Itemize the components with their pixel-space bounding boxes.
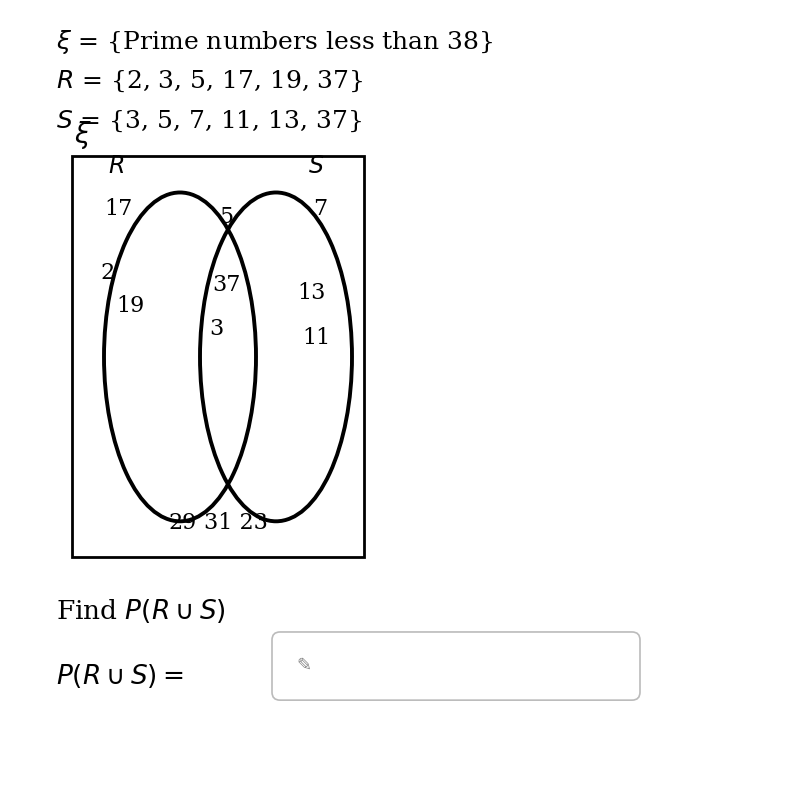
Text: 11: 11 xyxy=(302,327,330,350)
Text: 5: 5 xyxy=(219,205,234,228)
Text: $\xi$: $\xi$ xyxy=(74,119,91,151)
Bar xyxy=(72,156,364,557)
Text: 7: 7 xyxy=(313,197,327,220)
FancyBboxPatch shape xyxy=(272,632,640,700)
Text: $R$: $R$ xyxy=(108,155,124,178)
Text: $P(R \cup S) =$: $P(R \cup S) =$ xyxy=(56,662,183,690)
Text: 2: 2 xyxy=(101,261,115,284)
Text: 13: 13 xyxy=(298,282,326,304)
Text: 31 23: 31 23 xyxy=(204,512,268,534)
Text: 29: 29 xyxy=(168,512,197,534)
Text: 3: 3 xyxy=(209,318,223,340)
Text: $S$ = {3, 5, 7, 11, 13, 37}: $S$ = {3, 5, 7, 11, 13, 37} xyxy=(56,108,362,134)
Text: $R$ = {2, 3, 5, 17, 19, 37}: $R$ = {2, 3, 5, 17, 19, 37} xyxy=(56,68,363,94)
Text: 19: 19 xyxy=(116,295,145,318)
Text: Find $P(R \cup S)$: Find $P(R \cup S)$ xyxy=(56,597,226,626)
Text: $\xi$ = {Prime numbers less than 38}: $\xi$ = {Prime numbers less than 38} xyxy=(56,28,493,56)
Text: 17: 17 xyxy=(104,197,133,220)
Text: 37: 37 xyxy=(212,273,241,296)
Text: $S$: $S$ xyxy=(308,155,324,178)
Text: ✎: ✎ xyxy=(296,657,311,675)
